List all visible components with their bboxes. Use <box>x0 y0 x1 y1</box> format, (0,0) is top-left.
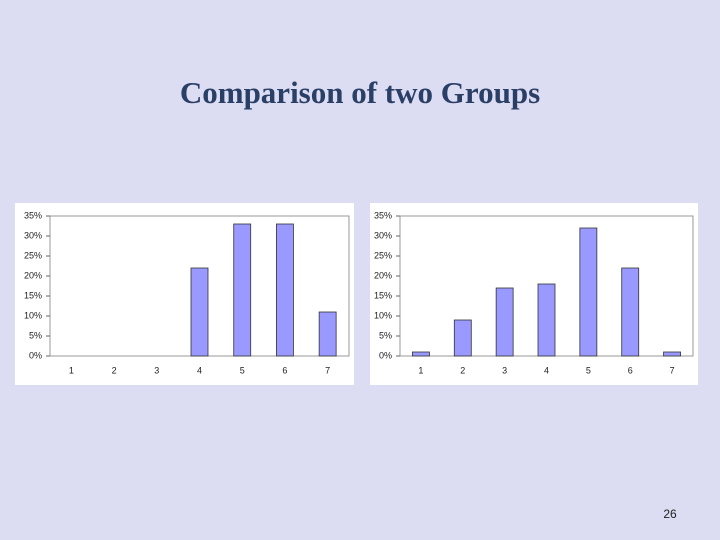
bar <box>412 351 430 357</box>
bar <box>663 351 681 357</box>
x-tick-label: 5 <box>240 365 245 375</box>
bar <box>276 223 294 357</box>
bar <box>621 267 640 357</box>
x-tick-label: 7 <box>670 365 675 375</box>
x-tick-label: 6 <box>282 365 287 375</box>
x-tick-label: 5 <box>586 365 591 375</box>
y-tick-label: 5% <box>379 330 392 340</box>
y-tick-label: 10% <box>24 310 42 320</box>
y-tick-label: 35% <box>24 210 42 220</box>
y-tick-label: 30% <box>374 230 392 240</box>
x-tick-label: 3 <box>154 365 159 375</box>
bar <box>190 267 209 357</box>
y-tick-label: 30% <box>24 230 42 240</box>
y-tick-label: 5% <box>29 330 42 340</box>
y-tick-label: 35% <box>374 210 392 220</box>
x-tick-label: 6 <box>628 365 633 375</box>
y-tick-label: 0% <box>29 350 42 360</box>
x-tick-label: 7 <box>325 365 330 375</box>
y-tick-label: 25% <box>24 250 42 260</box>
y-tick-label: 10% <box>374 310 392 320</box>
x-tick-label: 2 <box>112 365 117 375</box>
y-tick-label: 15% <box>374 290 392 300</box>
slide-title: Comparison of two Groups <box>180 75 540 110</box>
x-tick-label: 3 <box>502 365 507 375</box>
y-tick-label: 15% <box>24 290 42 300</box>
y-tick-label: 20% <box>374 270 392 280</box>
page-number: 26 <box>663 507 677 521</box>
bar <box>579 227 598 357</box>
bar <box>318 311 337 357</box>
y-tick-label: 20% <box>24 270 42 280</box>
x-tick-label: 4 <box>197 365 202 375</box>
x-tick-label: 1 <box>69 365 74 375</box>
y-tick-label: 25% <box>374 250 392 260</box>
x-tick-label: 1 <box>418 365 423 375</box>
bar <box>495 287 514 357</box>
bar <box>233 223 252 357</box>
bar <box>453 319 472 357</box>
x-tick-label: 4 <box>544 365 549 375</box>
x-tick-label: 2 <box>460 365 465 375</box>
bar <box>537 283 556 357</box>
y-tick-label: 0% <box>379 350 392 360</box>
